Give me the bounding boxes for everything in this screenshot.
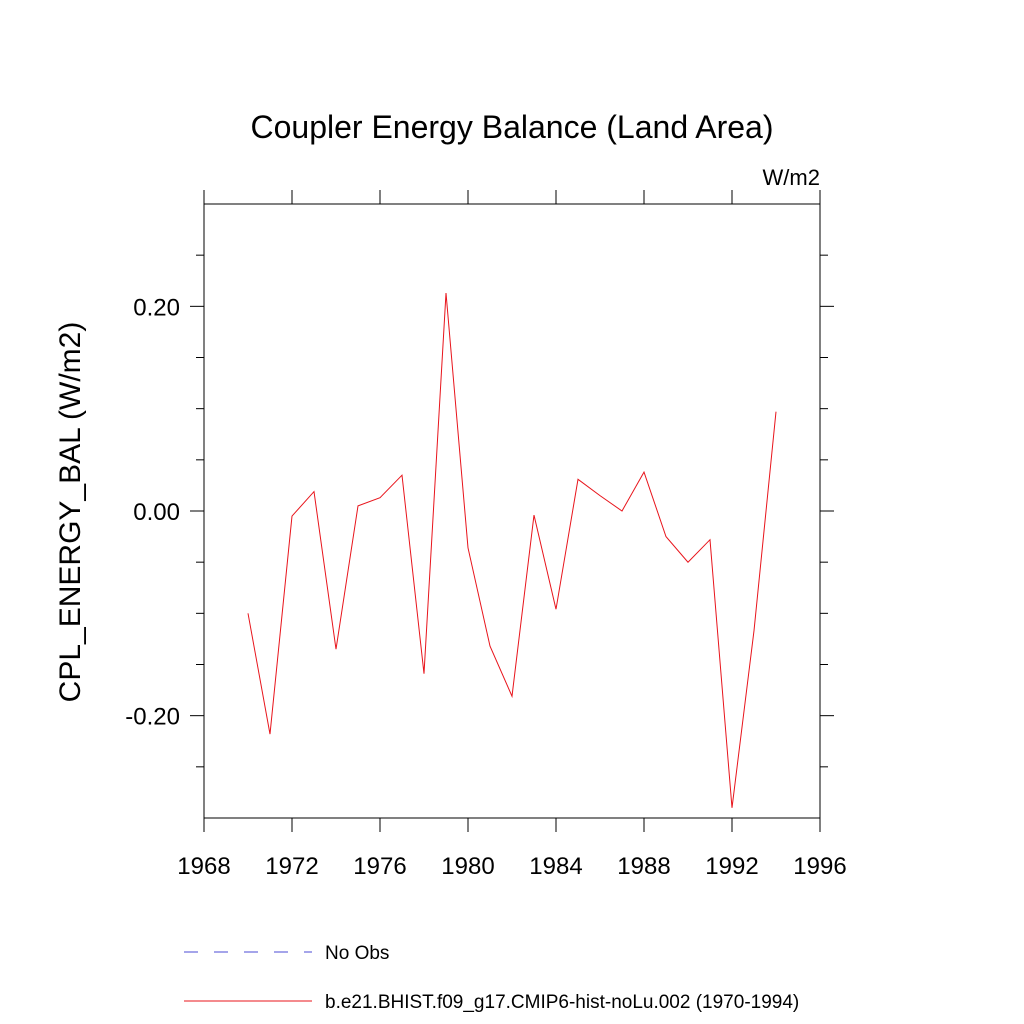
series-line — [247, 292, 777, 808]
legend-label: No Obs — [325, 943, 389, 964]
x-tick-label: 1976 — [353, 853, 406, 880]
y-tick-label: 0.00 — [133, 499, 180, 526]
x-tick-label: 1992 — [705, 853, 758, 880]
series-layer — [247, 292, 777, 808]
y-tick-label: -0.20 — [125, 704, 180, 731]
legend: No Obs b.e21.BHIST.f09_g17.CMIP6-hist-noL… — [184, 943, 799, 1013]
x-tick-label: 1980 — [441, 853, 494, 880]
x-tick-label: 1996 — [793, 853, 846, 880]
y-axis-label: CPL_ENERGY_BAL (W/m2) — [54, 322, 87, 703]
axis-ticks: 1968 1972 1976 1980 1984 1988 1992 1996 -0.20 0.0… — [125, 190, 847, 880]
y-tick-label: 0.20 — [133, 294, 180, 321]
units-label: W/m2 — [763, 165, 820, 190]
legend-label: b.e21.BHIST.f09_g17.CMIP6-hist-noLu.002 … — [325, 992, 799, 1013]
x-tick-label: 1972 — [265, 853, 318, 880]
x-tick-label: 1984 — [529, 853, 582, 880]
x-tick-label: 1988 — [617, 853, 670, 880]
chart-title: Coupler Energy Balance (Land Area) — [251, 109, 774, 145]
x-tick-label: 1968 — [177, 853, 230, 880]
